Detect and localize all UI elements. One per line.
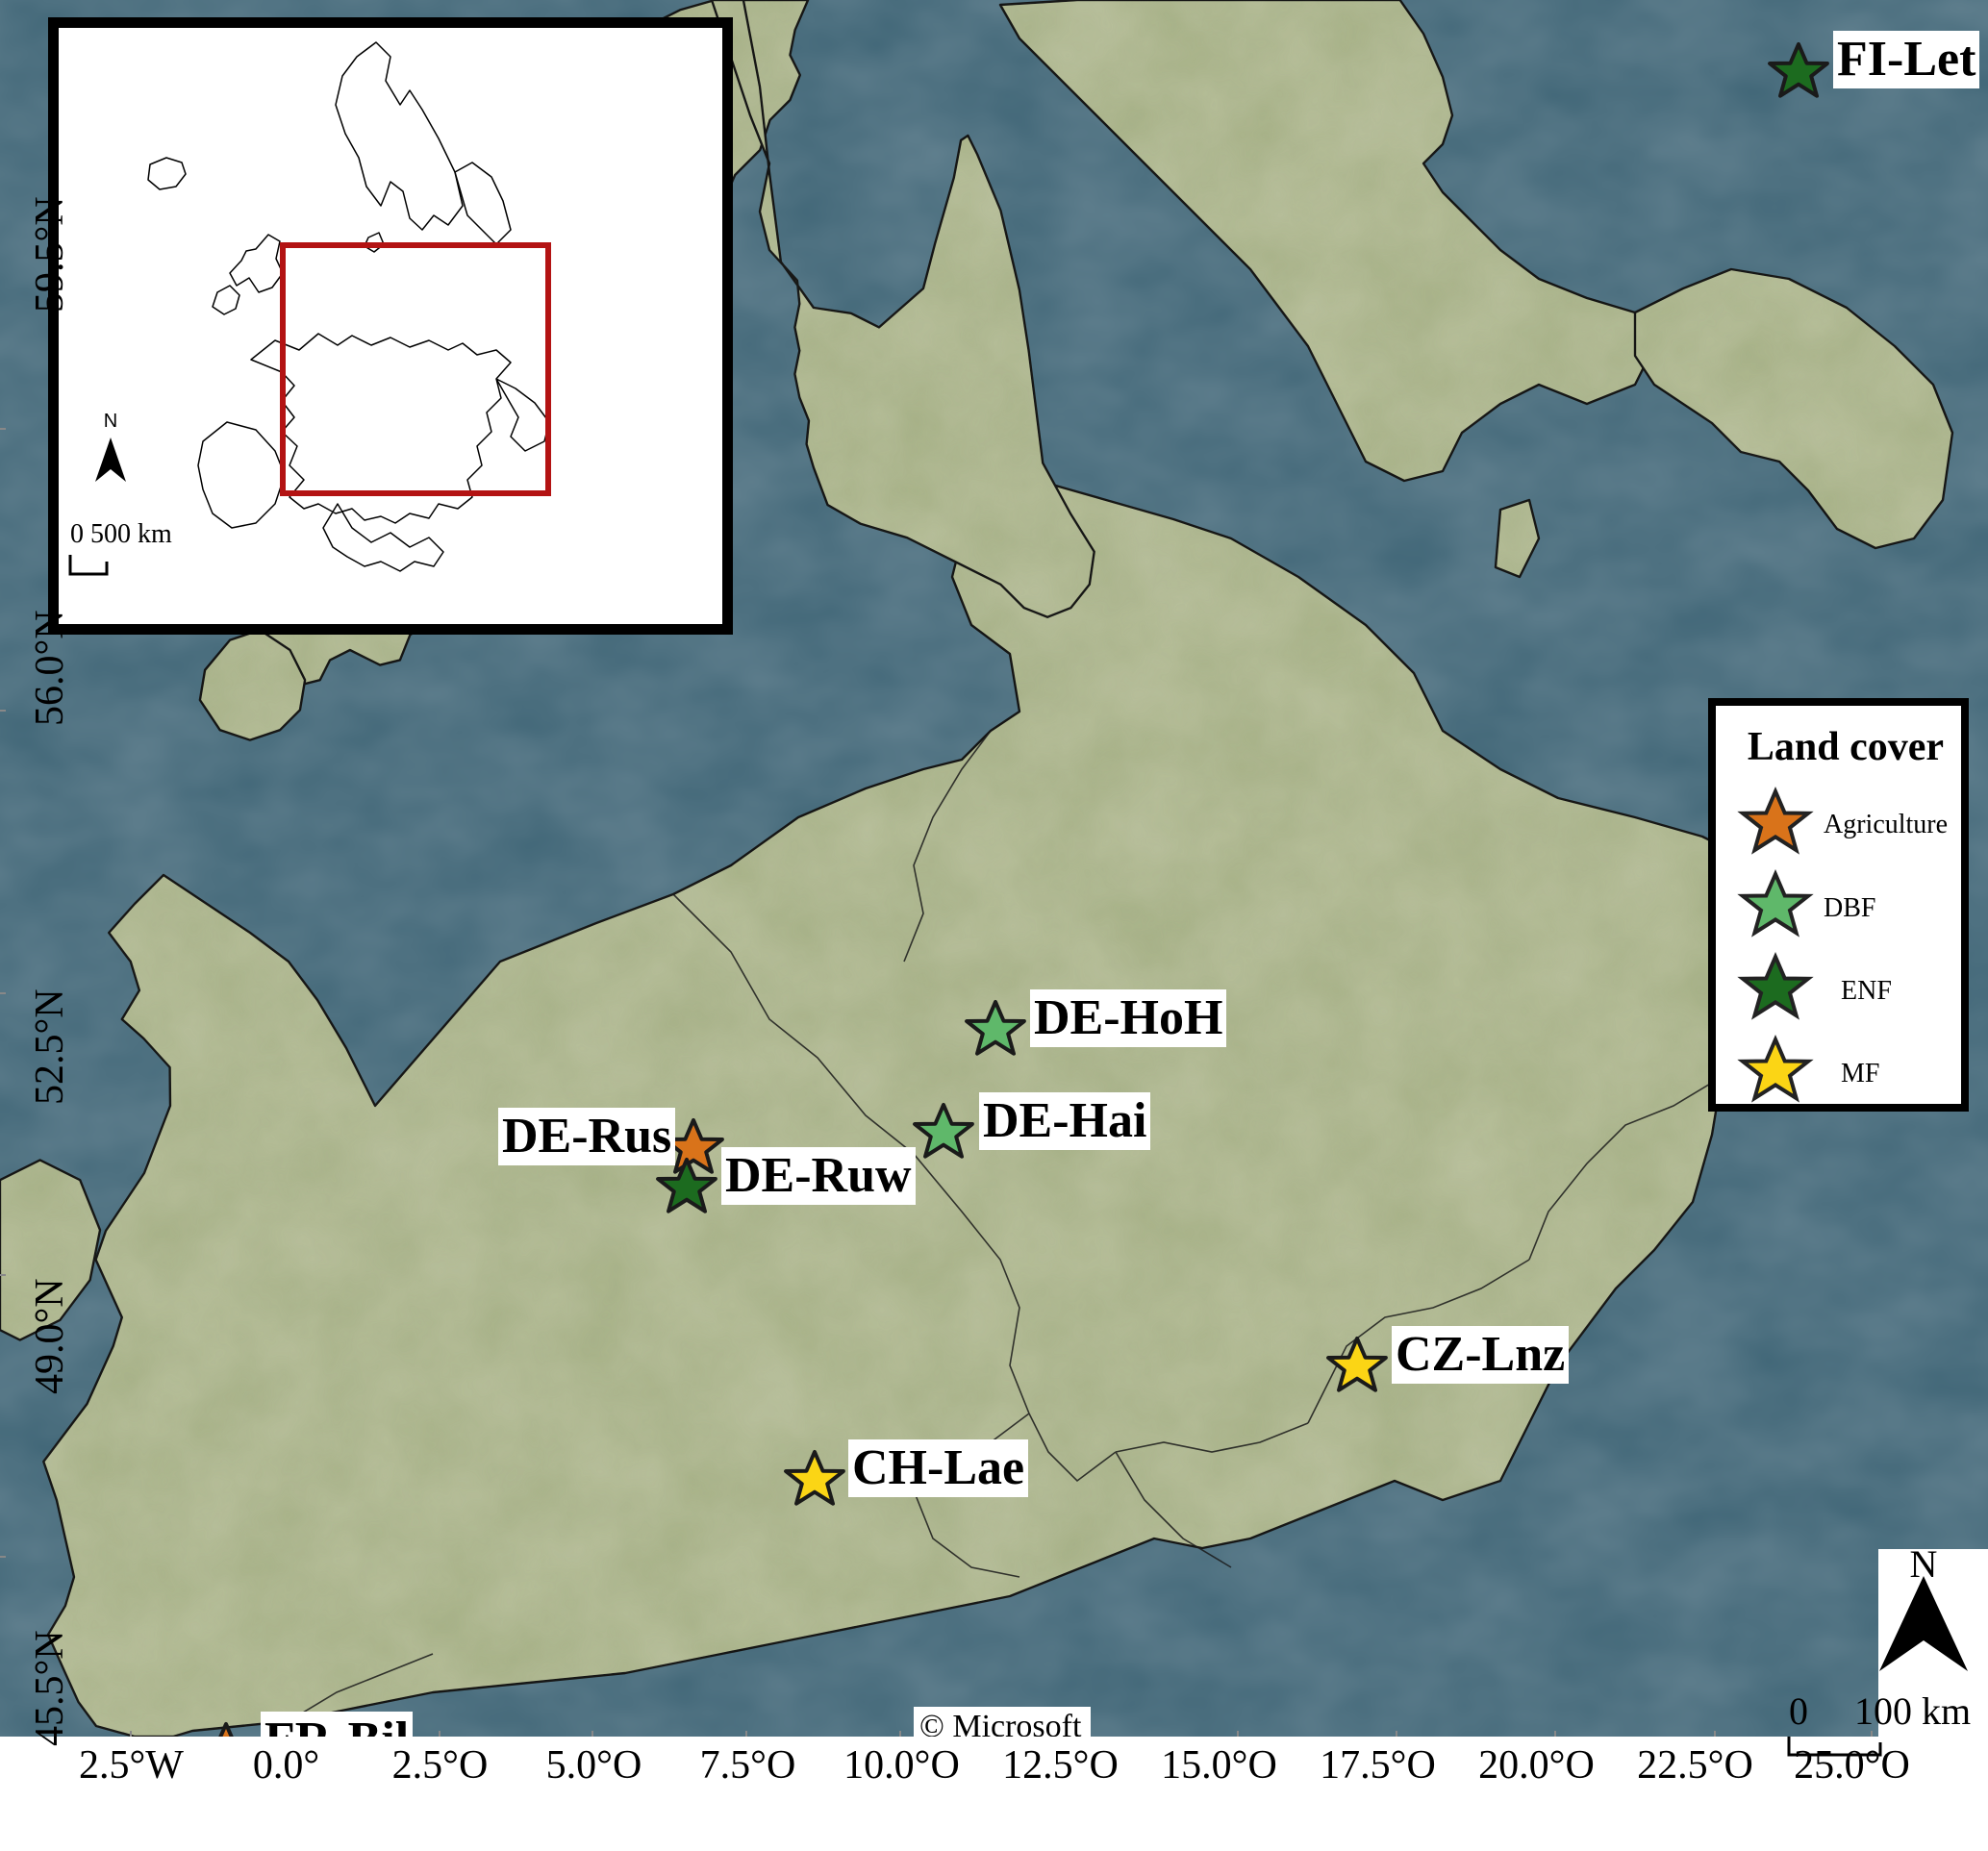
svg-text:Agriculture: Agriculture: [1824, 810, 1948, 839]
svg-text:100 km: 100 km: [1854, 1689, 1971, 1733]
svg-text:0 500 km: 0 500 km: [70, 519, 172, 549]
svg-text:DBF: DBF: [1824, 893, 1875, 923]
svg-text:N: N: [104, 411, 117, 432]
svg-text:0: 0: [1789, 1689, 1808, 1733]
svg-text:Land cover: Land cover: [1748, 725, 1944, 769]
svg-text:MF: MF: [1841, 1059, 1879, 1088]
svg-text:ENF: ENF: [1841, 976, 1892, 1006]
